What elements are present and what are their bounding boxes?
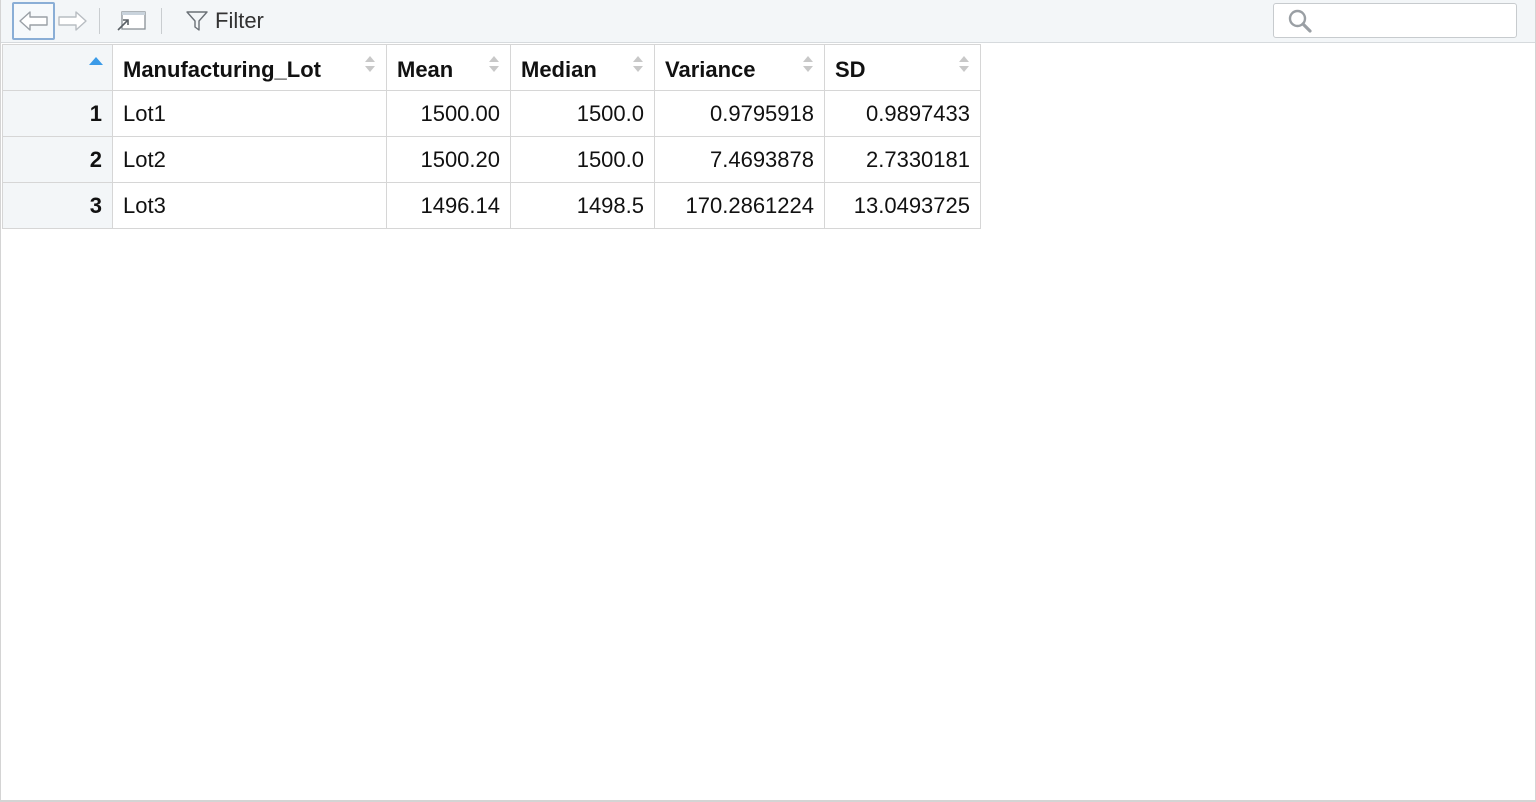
filter-label: Filter: [215, 8, 264, 33]
cell-mean: 1496.14: [386, 182, 511, 229]
toolbar: Filter: [1, 0, 1535, 43]
search-input[interactable]: [1318, 7, 1512, 35]
cell-variance: 0.9795918: [654, 90, 825, 137]
cell-median: 1500.0: [510, 90, 655, 137]
sort-ascending-icon: [89, 57, 103, 65]
sort-icon: [489, 56, 499, 72]
column-header-label: Median: [521, 56, 597, 82]
cell-sd: 13.0493725: [824, 182, 981, 229]
cell-sd: 2.7330181: [824, 136, 981, 183]
column-header-label: Variance: [665, 56, 756, 82]
popout-window-icon: [117, 11, 146, 31]
sort-icon: [803, 56, 813, 72]
table-row: 2 Lot2 1500.20 1500.0 7.4693878 2.733018…: [2, 136, 981, 183]
cell-variance: 170.2861224: [654, 182, 825, 229]
toolbar-separator: [99, 8, 100, 34]
cell-sd: 0.9897433: [824, 90, 981, 137]
column-header-variance[interactable]: Variance: [654, 44, 825, 91]
search-box[interactable]: [1273, 3, 1517, 38]
header-row: Manufacturing_Lot Mean Median: [2, 44, 981, 91]
arrow-left-icon: [18, 11, 48, 31]
filter-button[interactable]: Filter: [181, 2, 268, 40]
search-icon: [1288, 9, 1312, 33]
cell-mean: 1500.00: [386, 90, 511, 137]
data-table: Manufacturing_Lot Mean Median: [2, 44, 981, 229]
sort-icon: [959, 56, 969, 72]
back-button[interactable]: [12, 2, 55, 40]
column-header-sd[interactable]: SD: [824, 44, 981, 91]
toolbar-separator: [161, 8, 162, 34]
column-header-label: Manufacturing_Lot: [123, 56, 321, 82]
row-number: 3: [2, 182, 113, 229]
column-header-label: Mean: [397, 56, 454, 82]
table-row: 1 Lot1 1500.00 1500.0 0.9795918 0.989743…: [2, 90, 981, 137]
viewer-bottom-border: [1, 800, 1535, 801]
column-header-label: SD: [835, 56, 866, 82]
cell-manufacturing-lot: Lot3: [112, 182, 387, 229]
row-number: 1: [2, 90, 113, 137]
filter-icon: [186, 11, 208, 31]
cell-manufacturing-lot: Lot1: [112, 90, 387, 137]
sort-icon: [633, 56, 643, 72]
column-header-manufacturing-lot[interactable]: Manufacturing_Lot: [112, 44, 387, 91]
arrow-right-icon: [58, 11, 87, 31]
column-header-median[interactable]: Median: [510, 44, 655, 91]
cell-median: 1500.0: [510, 136, 655, 183]
cell-median: 1498.5: [510, 182, 655, 229]
row-number: 2: [2, 136, 113, 183]
column-header-rownames[interactable]: [2, 44, 113, 91]
sort-icon: [365, 56, 375, 72]
table-row: 3 Lot3 1496.14 1498.5 170.2861224 13.049…: [2, 182, 981, 229]
column-header-mean[interactable]: Mean: [386, 44, 511, 91]
forward-button[interactable]: [55, 2, 89, 40]
cell-manufacturing-lot: Lot2: [112, 136, 387, 183]
cell-variance: 7.4693878: [654, 136, 825, 183]
popout-button[interactable]: [113, 2, 149, 40]
cell-mean: 1500.20: [386, 136, 511, 183]
